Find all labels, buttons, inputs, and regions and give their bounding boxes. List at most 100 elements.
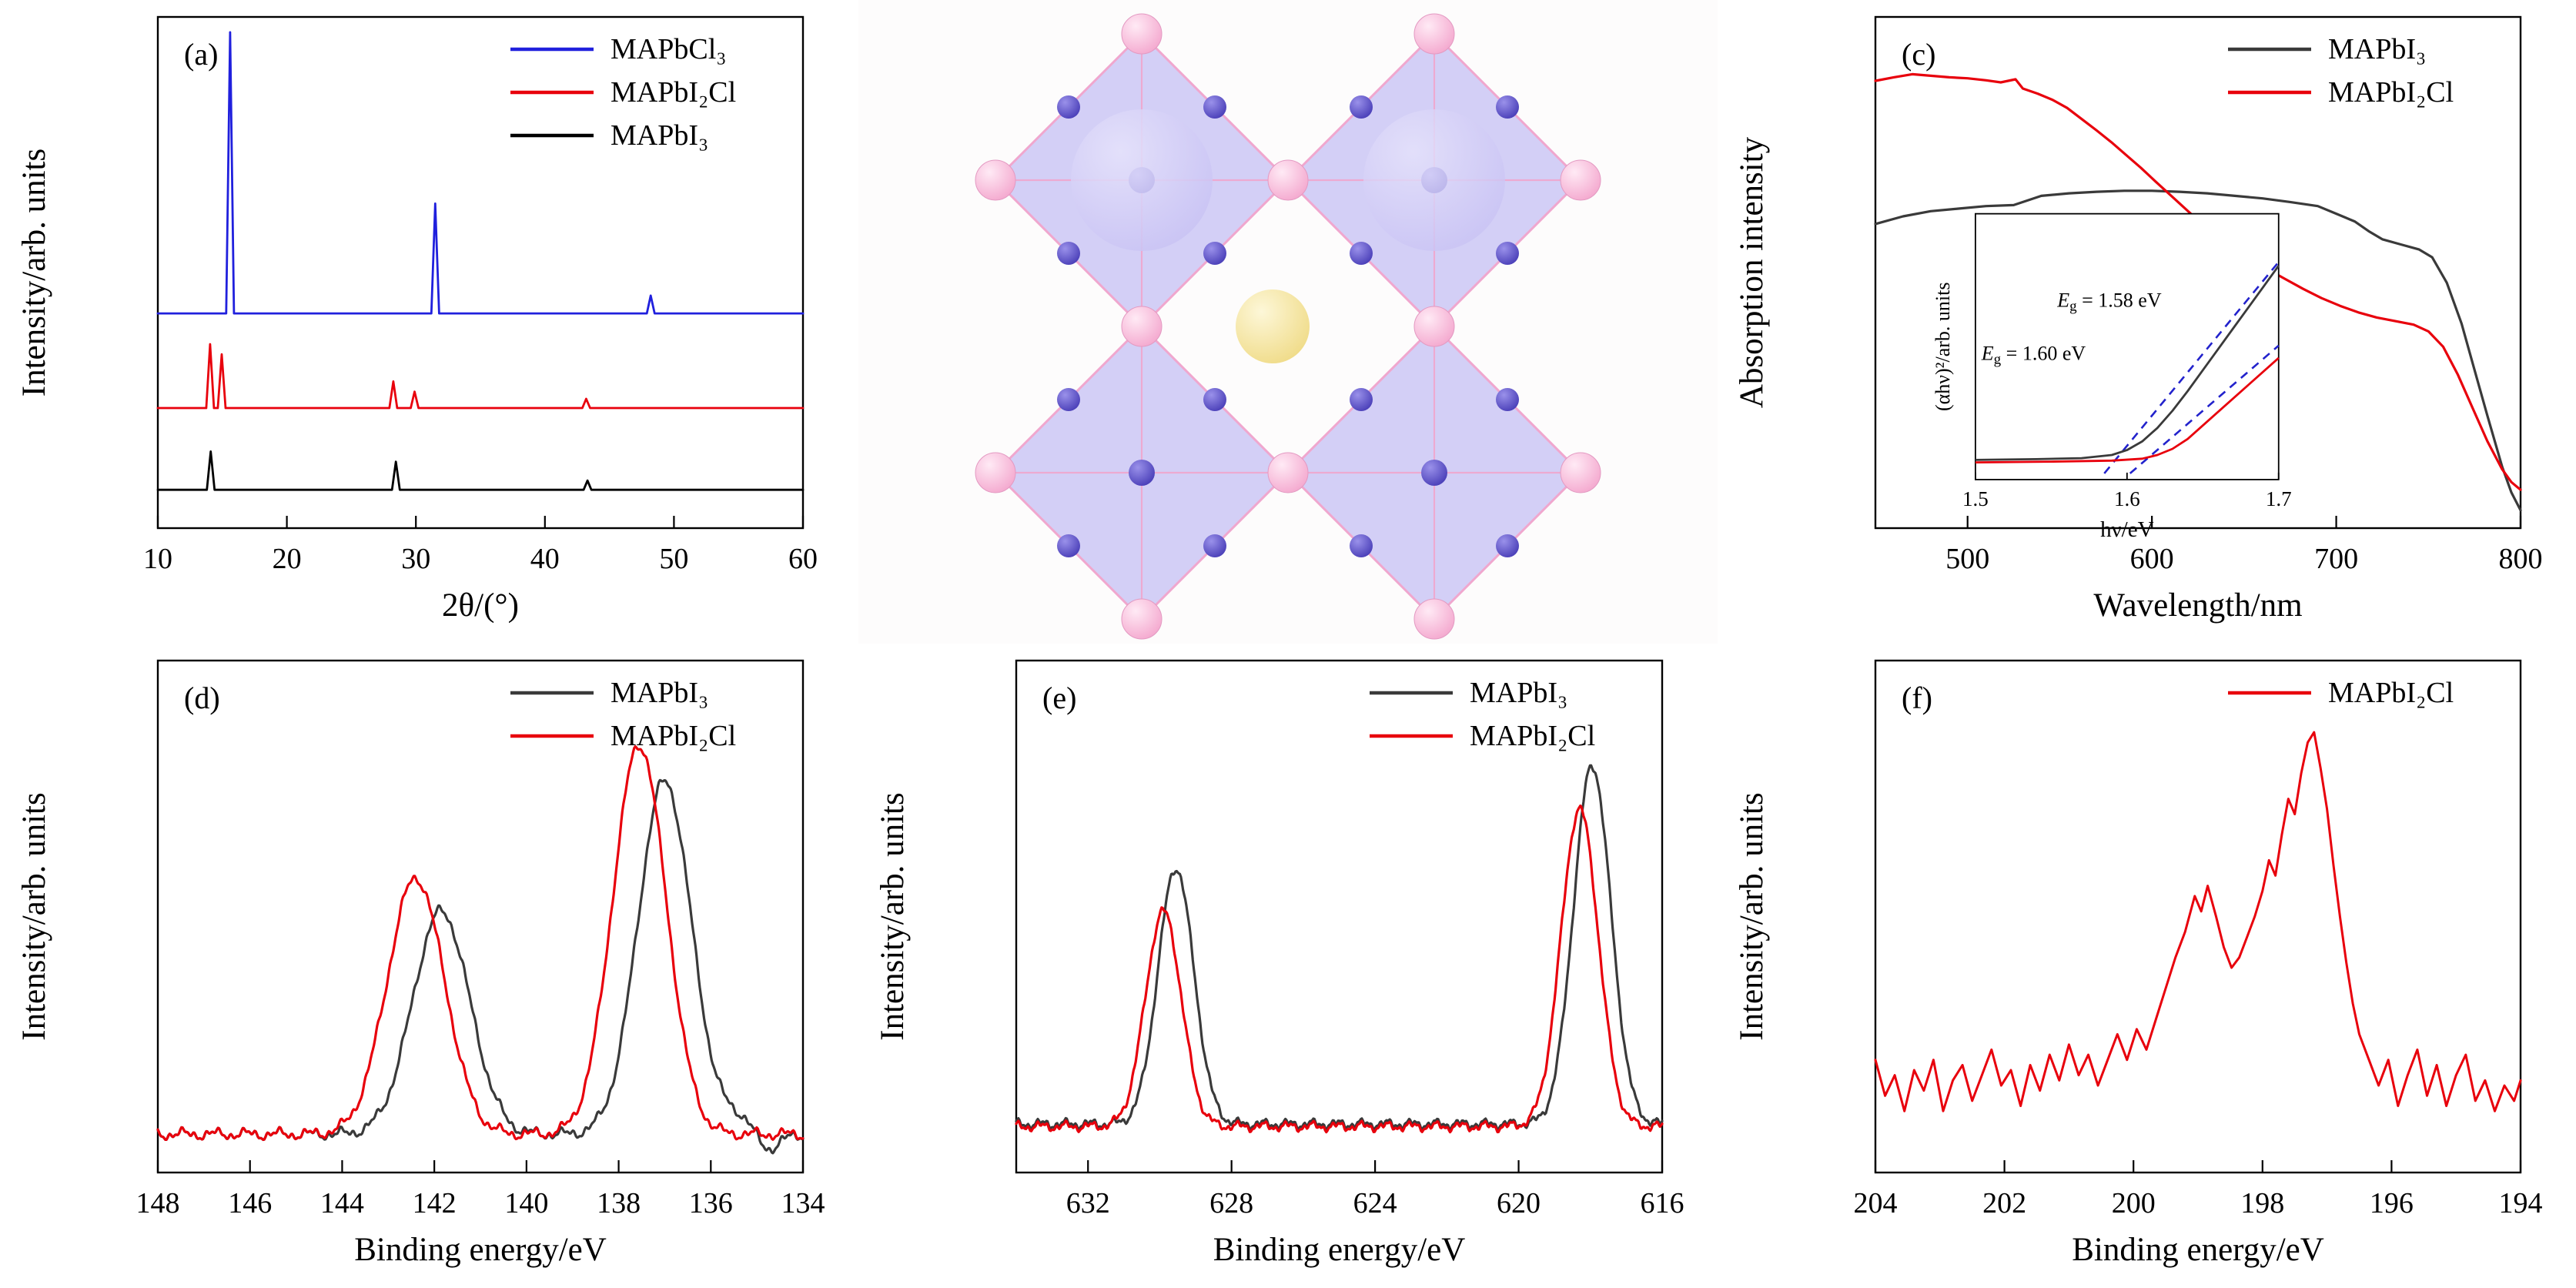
- series-MAPbI₃: [1874, 189, 2522, 512]
- svg-text:138: 138: [597, 1187, 641, 1219]
- panel-a-xrd-chart: 10 20 30 40 50 60 2θ/(°) Intensity/arb. units (a…: [0, 0, 858, 644]
- inset-series-MAPbI₂Cl: [1975, 356, 2280, 463]
- tauc-inset: [1974, 212, 2280, 480]
- edge-atom: [1350, 388, 1373, 411]
- svg-text:MAPbI₃: MAPbI₃: [611, 119, 708, 152]
- edge-atom: [1496, 95, 1519, 119]
- series-MAPbI₂Cl: [1874, 731, 2522, 1112]
- svg-text:Intensity/arb. units: Intensity/arb. units: [16, 792, 52, 1040]
- bandgap-tangent-line: [2129, 344, 2280, 474]
- edge-atom: [1057, 534, 1080, 557]
- panel-d-xps-pb4f-chart: 148 146 144 142 140 138 136 134 Binding energy/e…: [0, 644, 858, 1288]
- svg-text:142: 142: [413, 1187, 457, 1219]
- svg-text:(d): (d): [184, 681, 220, 715]
- edge-atom: [1350, 242, 1373, 265]
- svg-text:136: 136: [689, 1187, 733, 1219]
- svg-text:204: 204: [1854, 1187, 1898, 1219]
- svg-text:Eg = 1.58 eV: Eg = 1.58 eV: [2056, 289, 2162, 314]
- svg-text:140: 140: [504, 1187, 548, 1219]
- panel-c-svg: 500 600 700 800 Wavelength/nm Absorption inte…: [1734, 15, 2543, 624]
- series-MAPbI₃: [156, 778, 805, 1155]
- svg-text:(αhν)²/arb. units: (αhν)²/arb. units: [1932, 283, 1954, 411]
- panel-e-xps-i3d-chart: 632 628 624 620 616 Binding energy/eV Intensit…: [858, 644, 1718, 1288]
- svg-text:700: 700: [2314, 543, 2358, 575]
- svg-text:620: 620: [1497, 1187, 1541, 1219]
- svg-text:600: 600: [2130, 543, 2174, 575]
- b-site-atom: [1421, 460, 1447, 486]
- large-atom: [1071, 109, 1213, 251]
- svg-text:134: 134: [781, 1187, 825, 1219]
- svg-text:30: 30: [401, 543, 430, 575]
- corner-atom: [1267, 452, 1309, 493]
- svg-text:146: 146: [228, 1187, 272, 1219]
- svg-text:(e): (e): [1042, 681, 1076, 715]
- svg-text:Intensity/arb. units: Intensity/arb. units: [875, 792, 911, 1040]
- edge-atom: [1057, 242, 1080, 265]
- svg-text:20: 20: [273, 543, 302, 575]
- svg-text:10: 10: [143, 543, 172, 575]
- svg-text:144: 144: [320, 1187, 364, 1219]
- inset-series-MAPbI₃: [1975, 265, 2280, 461]
- svg-text:500: 500: [1945, 543, 1989, 575]
- svg-text:(c): (c): [1902, 37, 1935, 72]
- edge-atom: [1203, 95, 1226, 119]
- edge-atom: [1057, 388, 1080, 411]
- panel-c-absorption-chart: 500 600 700 800 Wavelength/nm Absorption inte…: [1718, 0, 2576, 644]
- svg-text:Absorption intensity: Absorption intensity: [1734, 136, 1770, 408]
- corner-atom: [1413, 13, 1455, 55]
- corner-atom: [1121, 598, 1163, 640]
- svg-text:628: 628: [1209, 1187, 1253, 1219]
- svg-text:(a): (a): [184, 37, 218, 72]
- svg-text:MAPbI₂Cl: MAPbI₂Cl: [611, 720, 736, 752]
- b-site-atom: [1129, 460, 1155, 486]
- svg-text:MAPbI₂Cl: MAPbI₂Cl: [2328, 76, 2454, 109]
- series-MAPbI₃: [156, 450, 805, 491]
- svg-text:(f): (f): [1902, 681, 1932, 715]
- svg-text:2θ/(°): 2θ/(°): [442, 587, 519, 624]
- svg-text:60: 60: [788, 543, 818, 575]
- svg-text:Intensity/arb. units: Intensity/arb. units: [1734, 792, 1770, 1040]
- svg-text:Intensity/arb. units: Intensity/arb. units: [16, 149, 52, 396]
- svg-text:196: 196: [2370, 1187, 2414, 1219]
- edge-atom: [1203, 388, 1226, 411]
- svg-text:Eg = 1.60 eV: Eg = 1.60 eV: [1981, 343, 2086, 368]
- panel-b-crystal-structure: [858, 0, 1718, 644]
- svg-text:MAPbI₃: MAPbI₃: [2328, 33, 2426, 65]
- svg-text:1.5: 1.5: [1962, 487, 1989, 510]
- svg-text:MAPbI₃: MAPbI₃: [1470, 677, 1567, 709]
- svg-text:1.7: 1.7: [2266, 487, 2292, 510]
- svg-text:MAPbCl₃: MAPbCl₃: [611, 33, 727, 65]
- corner-atom: [975, 159, 1016, 201]
- corner-atom: [1560, 159, 1601, 201]
- corner-atom: [1413, 598, 1455, 640]
- svg-text:MAPbI₂Cl: MAPbI₂Cl: [2328, 677, 2454, 709]
- edge-atom: [1350, 95, 1373, 119]
- svg-text:800: 800: [2499, 543, 2543, 575]
- bandgap-tangent-line: [2103, 261, 2280, 474]
- edge-atom: [1203, 242, 1226, 265]
- panel-f-svg: 204 202 200 198 196 194 Binding energy/eV Inten…: [1734, 659, 2543, 1268]
- svg-text:Wavelength/nm: Wavelength/nm: [2093, 587, 2302, 624]
- corner-atom: [1267, 159, 1309, 201]
- svg-text:MAPbI₂Cl: MAPbI₂Cl: [1470, 720, 1595, 752]
- panel-e-svg: 632 628 624 620 616 Binding energy/eV Intensit…: [875, 659, 1684, 1268]
- edge-atom: [1496, 388, 1519, 411]
- svg-text:148: 148: [136, 1187, 180, 1219]
- a-site-atom: [1236, 289, 1310, 363]
- edge-atom: [1057, 95, 1080, 119]
- panel-d-svg: 148 146 144 142 140 138 136 134 Binding energy/e…: [16, 659, 825, 1268]
- large-atom: [1363, 109, 1505, 251]
- corner-atom: [1413, 306, 1455, 347]
- corner-atom: [1121, 13, 1163, 55]
- svg-text:MAPbI₂Cl: MAPbI₂Cl: [611, 76, 736, 109]
- svg-text:616: 616: [1641, 1187, 1684, 1219]
- svg-text:202: 202: [1982, 1187, 2026, 1219]
- svg-text:1.6: 1.6: [2114, 487, 2140, 510]
- edge-atom: [1350, 534, 1373, 557]
- svg-text:632: 632: [1066, 1187, 1110, 1219]
- svg-text:MAPbI₃: MAPbI₃: [611, 677, 708, 709]
- corner-atom: [1560, 452, 1601, 493]
- svg-text:50: 50: [659, 543, 688, 575]
- svg-text:Binding energy/eV: Binding energy/eV: [1213, 1232, 1466, 1268]
